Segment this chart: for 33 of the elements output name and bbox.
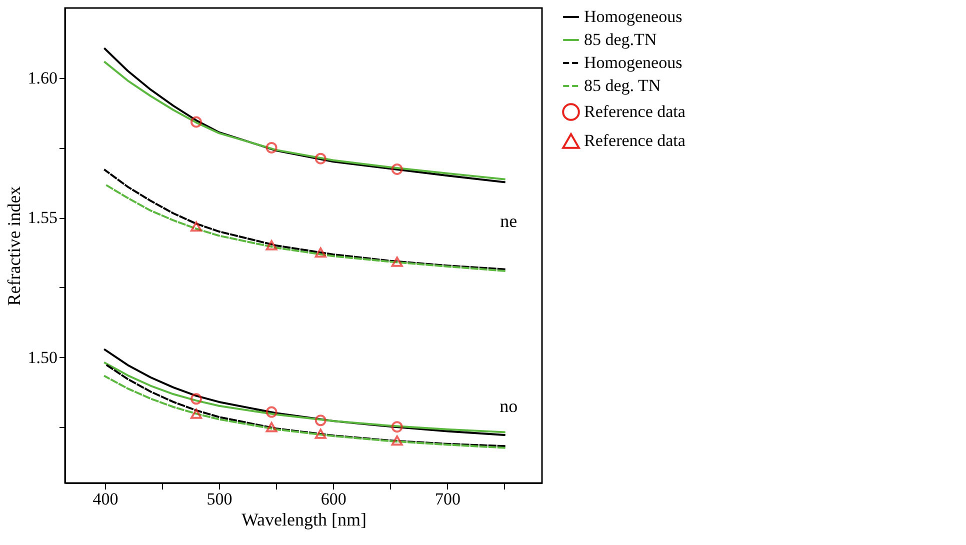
annotation: no: [500, 396, 518, 416]
point: [190, 221, 202, 232]
point: [266, 422, 278, 432]
x-tick-label: 600: [320, 490, 346, 508]
point: [314, 247, 326, 258]
point: [391, 256, 403, 267]
x-tick-label: 700: [435, 490, 461, 508]
point: [391, 163, 403, 175]
point: [266, 240, 278, 250]
y-axis-title: Refractive index: [4, 186, 24, 306]
point: [391, 435, 403, 446]
y-tick-label: 1.55: [28, 208, 58, 228]
point: [391, 421, 403, 433]
point: [266, 406, 278, 418]
legend-label: Homogeneous: [584, 53, 682, 72]
point: [314, 428, 326, 439]
legend-label: Homogeneous: [584, 7, 682, 26]
point: [190, 408, 202, 419]
point: [266, 142, 278, 154]
legend-label: 85 deg.TN: [584, 30, 657, 49]
x-tick-label: 400: [92, 490, 118, 508]
point: [314, 152, 326, 164]
legend-label: Reference data: [584, 131, 686, 150]
y-tick-label: 1.60: [28, 68, 58, 88]
point: [190, 393, 202, 405]
point: [190, 116, 202, 128]
x-tick-label: 500: [206, 490, 232, 508]
legend-label: Reference data: [584, 102, 686, 121]
point: [314, 414, 326, 426]
x-axis-title: Wavelength [nm]: [241, 510, 367, 530]
y-tick-label: 1.50: [28, 348, 58, 367]
legend-label: 85 deg. TN: [584, 76, 661, 95]
annotation: ne: [500, 210, 518, 231]
